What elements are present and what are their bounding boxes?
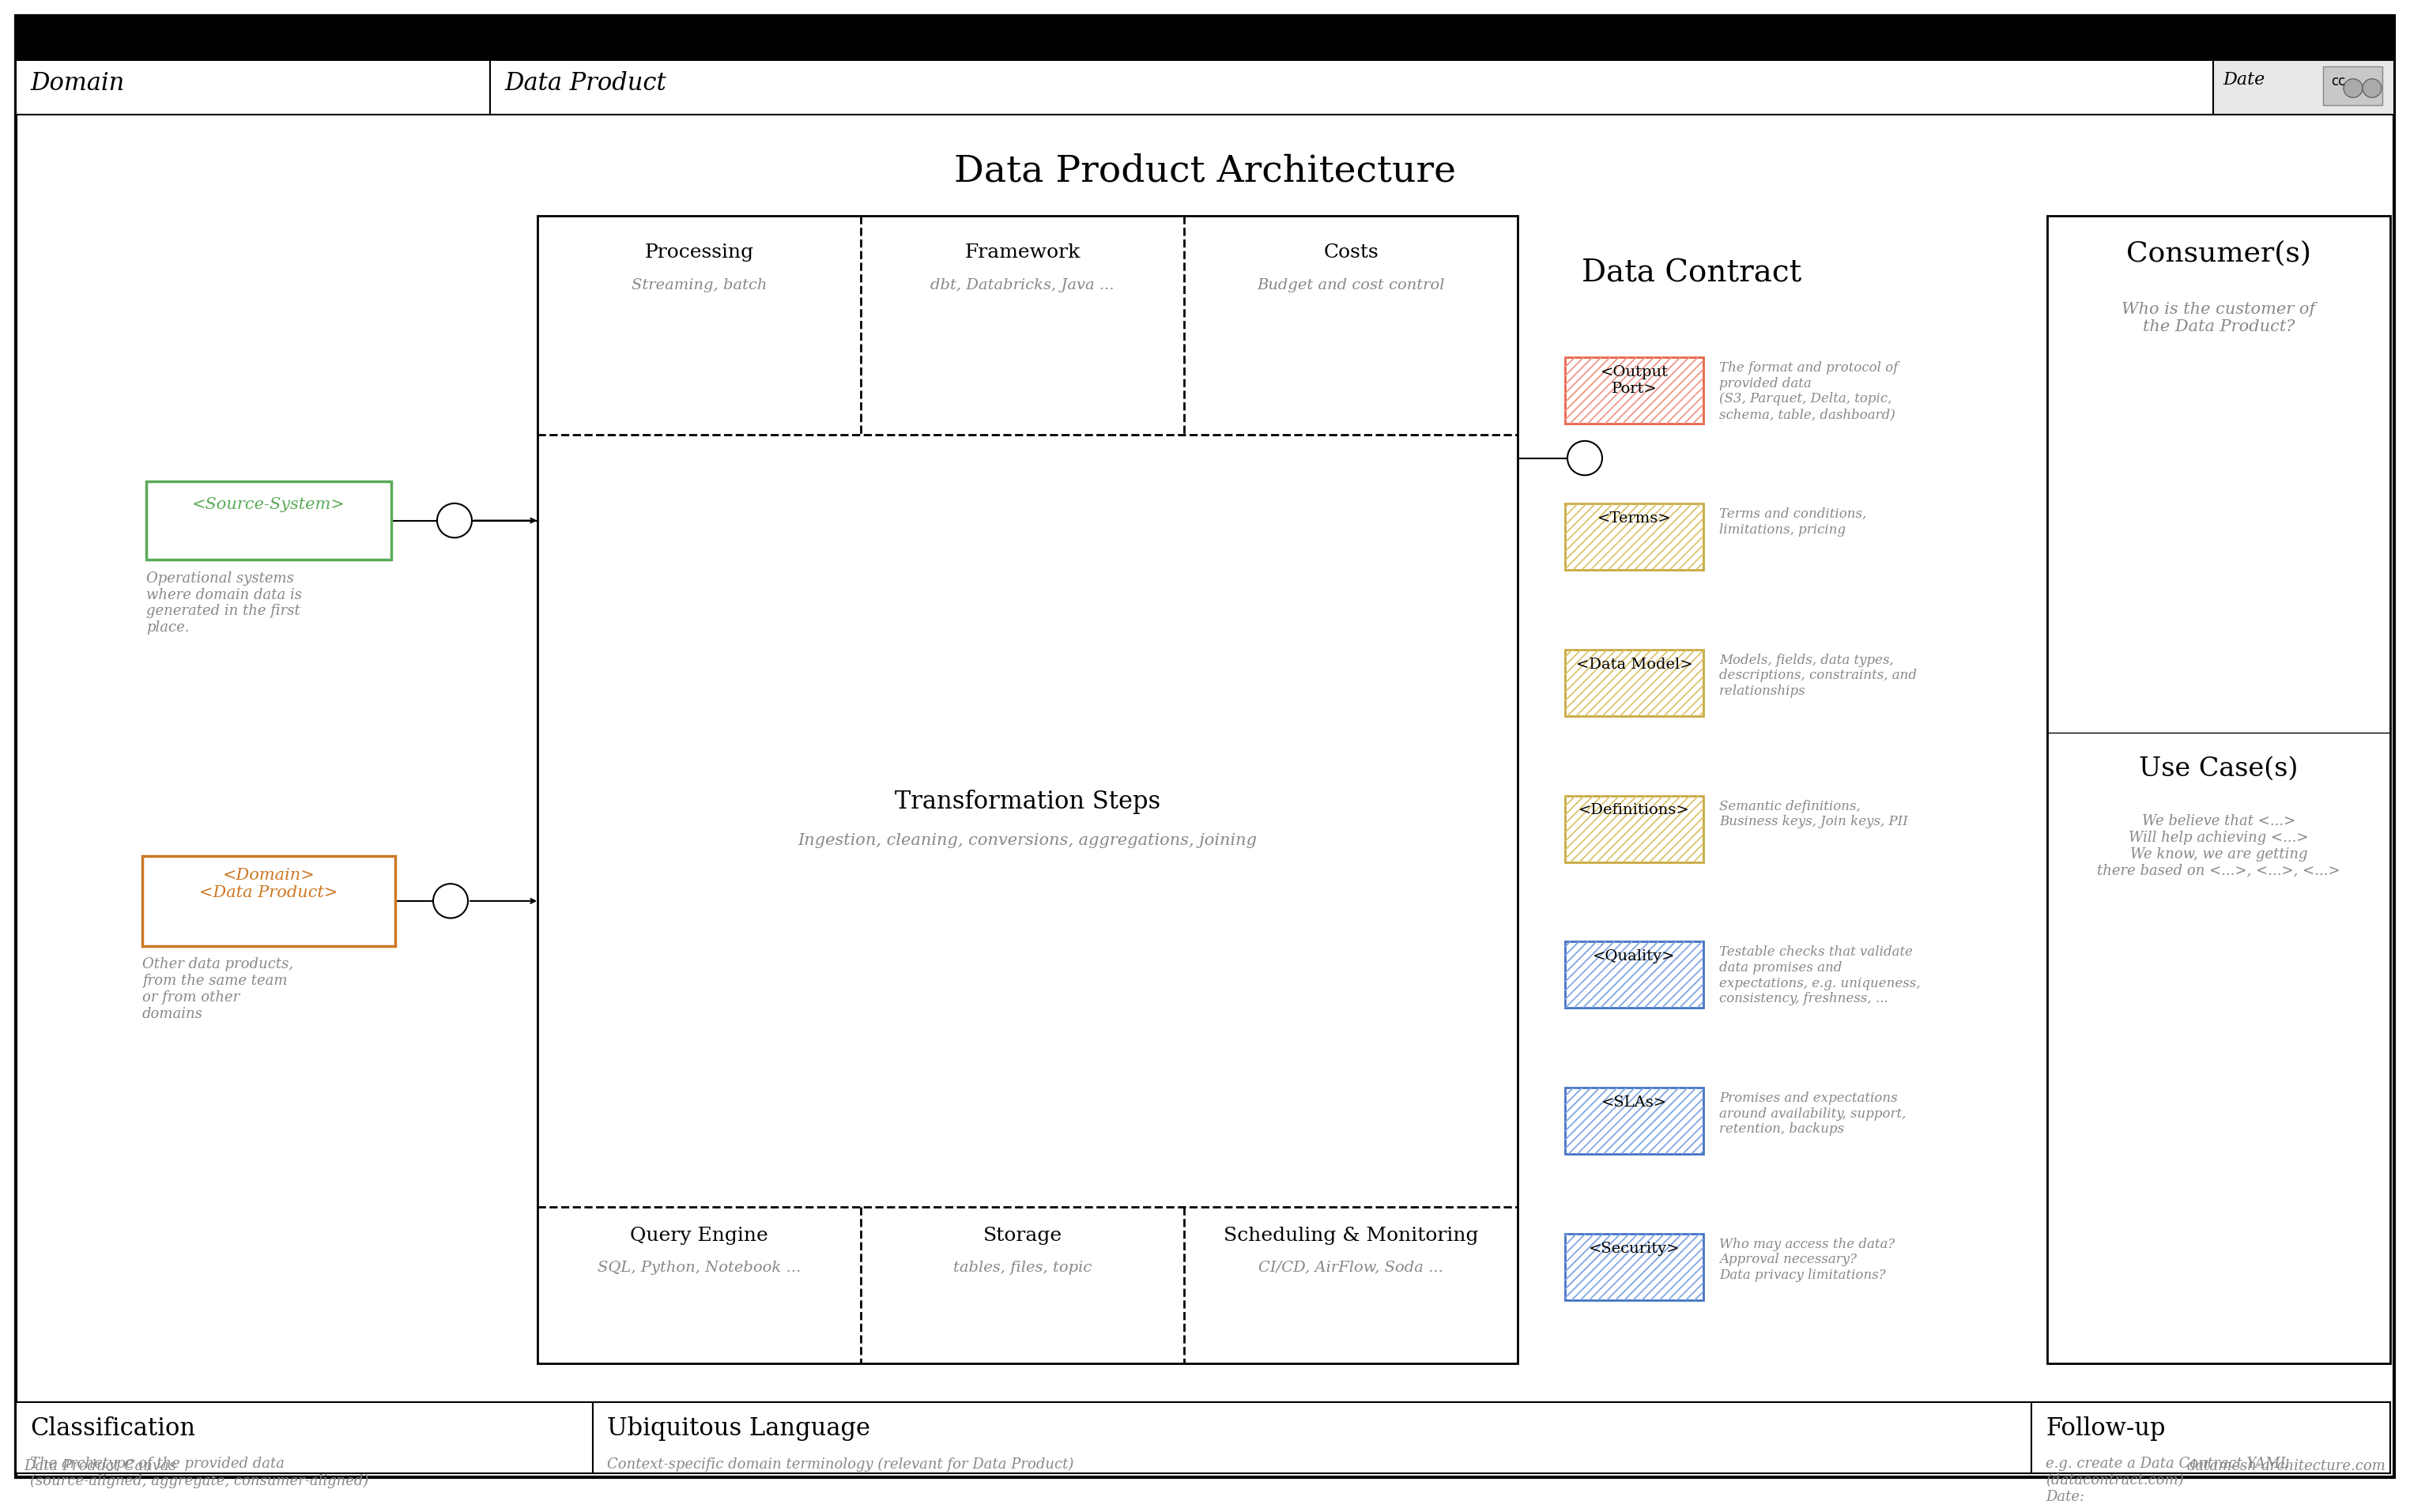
- Bar: [489, 60, 2212, 115]
- Bar: [593, 1402, 2032, 1473]
- Text: datamesh-architecture.com: datamesh-architecture.com: [2188, 1459, 2386, 1473]
- Text: <Domain>
<Data Product>: <Domain> <Data Product>: [200, 868, 337, 900]
- Text: Testable checks that validate
data promises and
expectations, e.g. uniqueness,
c: Testable checks that validate data promi…: [1718, 945, 1921, 1005]
- Bar: [1564, 1087, 1704, 1154]
- Text: Promises and expectations
around availability, support,
retention, backups: Promises and expectations around availab…: [1718, 1092, 1906, 1136]
- Bar: [1564, 503, 1704, 570]
- Text: Data Product Architecture: Data Product Architecture: [954, 154, 1456, 189]
- Text: Classification: Classification: [29, 1417, 195, 1441]
- Bar: [2323, 67, 2383, 106]
- Text: We believe that <...>
Will help achieving <...>
We know, we are getting
there ba: We believe that <...> Will help achievin…: [2097, 815, 2340, 878]
- Bar: [1564, 795, 1704, 862]
- Text: The archetype of the provided data
(source-aligned, aggregate, consumer-aligned): The archetype of the provided data (sour…: [29, 1458, 369, 1488]
- Bar: [17, 60, 489, 115]
- Text: Budget and cost control: Budget and cost control: [1258, 278, 1446, 293]
- Text: Data Contract: Data Contract: [1581, 259, 1800, 289]
- Bar: [1564, 357, 1704, 423]
- Bar: [1564, 1234, 1704, 1300]
- Bar: [142, 856, 395, 947]
- Text: Who is the customer of
the Data Product?: Who is the customer of the Data Product?: [2121, 302, 2316, 334]
- Text: Data Product: Data Product: [504, 71, 665, 95]
- Bar: [1564, 650, 1704, 715]
- Text: Costs: Costs: [1323, 243, 1379, 262]
- Text: Who may access the data?
Approval necessary?
Data privacy limitations?: Who may access the data? Approval necess…: [1718, 1238, 1894, 1282]
- Bar: [1564, 357, 1704, 423]
- Text: <SLAs>: <SLAs>: [1600, 1096, 1668, 1110]
- Bar: [1564, 1087, 1704, 1154]
- Text: Ingestion, cleaning, conversions, aggregations, joining: Ingestion, cleaning, conversions, aggreg…: [798, 833, 1258, 848]
- Bar: [2046, 216, 2391, 1364]
- Text: Storage: Storage: [983, 1226, 1063, 1244]
- Circle shape: [2362, 79, 2381, 98]
- Text: Follow-up: Follow-up: [2046, 1417, 2164, 1441]
- Text: Data Product Canvas: Data Product Canvas: [24, 1459, 176, 1473]
- Text: Date: Date: [2222, 71, 2265, 88]
- Text: Transformation Steps: Transformation Steps: [894, 789, 1162, 815]
- Text: cc: cc: [2330, 74, 2345, 88]
- Bar: [2032, 1402, 2391, 1473]
- Text: Scheduling & Monitoring: Scheduling & Monitoring: [1224, 1226, 1477, 1244]
- Text: <Quality>: <Quality>: [1593, 950, 1675, 963]
- Bar: [2212, 60, 2393, 115]
- Text: Consumer(s): Consumer(s): [2126, 239, 2311, 266]
- Bar: [537, 216, 1518, 1364]
- Text: Models, fields, data types,
descriptions, constraints, and
relationships: Models, fields, data types, descriptions…: [1718, 653, 1916, 699]
- Text: <Output
Port>: <Output Port>: [1600, 366, 1668, 396]
- Text: CI/CD, AirFlow, Soda ...: CI/CD, AirFlow, Soda ...: [1258, 1261, 1444, 1275]
- Text: <Data Model>: <Data Model>: [1576, 658, 1692, 671]
- Bar: [17, 17, 2393, 60]
- Text: <Source-System>: <Source-System>: [193, 497, 345, 513]
- Bar: [1564, 1234, 1704, 1300]
- Text: Context-specific domain terminology (relevant for Data Product): Context-specific domain terminology (rel…: [607, 1458, 1075, 1471]
- Bar: [17, 1402, 593, 1473]
- Circle shape: [434, 885, 468, 918]
- Text: SQL, Python, Notebook ...: SQL, Python, Notebook ...: [598, 1261, 800, 1275]
- Text: <Terms>: <Terms>: [1598, 511, 1670, 526]
- Bar: [1564, 795, 1704, 862]
- Text: Framework: Framework: [964, 243, 1080, 262]
- Circle shape: [1566, 442, 1603, 475]
- Text: Ubiquitous Language: Ubiquitous Language: [607, 1417, 870, 1441]
- Bar: [1564, 942, 1704, 1009]
- Text: <Definitions>: <Definitions>: [1579, 803, 1689, 818]
- Circle shape: [2343, 79, 2362, 98]
- Bar: [1564, 650, 1704, 715]
- Bar: [1564, 503, 1704, 570]
- Bar: [1564, 942, 1704, 1009]
- Text: e.g. create a Data Contract YAML
(datacontract.com)
Date:: e.g. create a Data Contract YAML (dataco…: [2046, 1458, 2290, 1504]
- Text: The format and protocol of
provided data
(S3, Parquet, Delta, topic,
schema, tab: The format and protocol of provided data…: [1718, 361, 1899, 422]
- Text: tables, files, topic: tables, files, topic: [954, 1261, 1092, 1275]
- Text: Other data products,
from the same team
or from other
domains: Other data products, from the same team …: [142, 957, 294, 1021]
- Circle shape: [436, 503, 472, 538]
- Text: Streaming, batch: Streaming, batch: [631, 278, 766, 293]
- Bar: [147, 481, 390, 559]
- Text: dbt, Databricks, Java ...: dbt, Databricks, Java ...: [930, 278, 1113, 293]
- Text: Use Case(s): Use Case(s): [2140, 756, 2299, 782]
- Text: Terms and conditions,
limitations, pricing: Terms and conditions, limitations, prici…: [1718, 508, 1865, 537]
- Text: Query Engine: Query Engine: [629, 1226, 769, 1244]
- Text: Processing: Processing: [643, 243, 754, 262]
- Text: Domain: Domain: [29, 71, 125, 95]
- Text: Operational systems
where domain data is
generated in the first
place.: Operational systems where domain data is…: [147, 572, 301, 635]
- Text: <Security>: <Security>: [1588, 1241, 1680, 1256]
- Text: Semantic definitions,
Business keys, Join keys, PII: Semantic definitions, Business keys, Joi…: [1718, 800, 1909, 829]
